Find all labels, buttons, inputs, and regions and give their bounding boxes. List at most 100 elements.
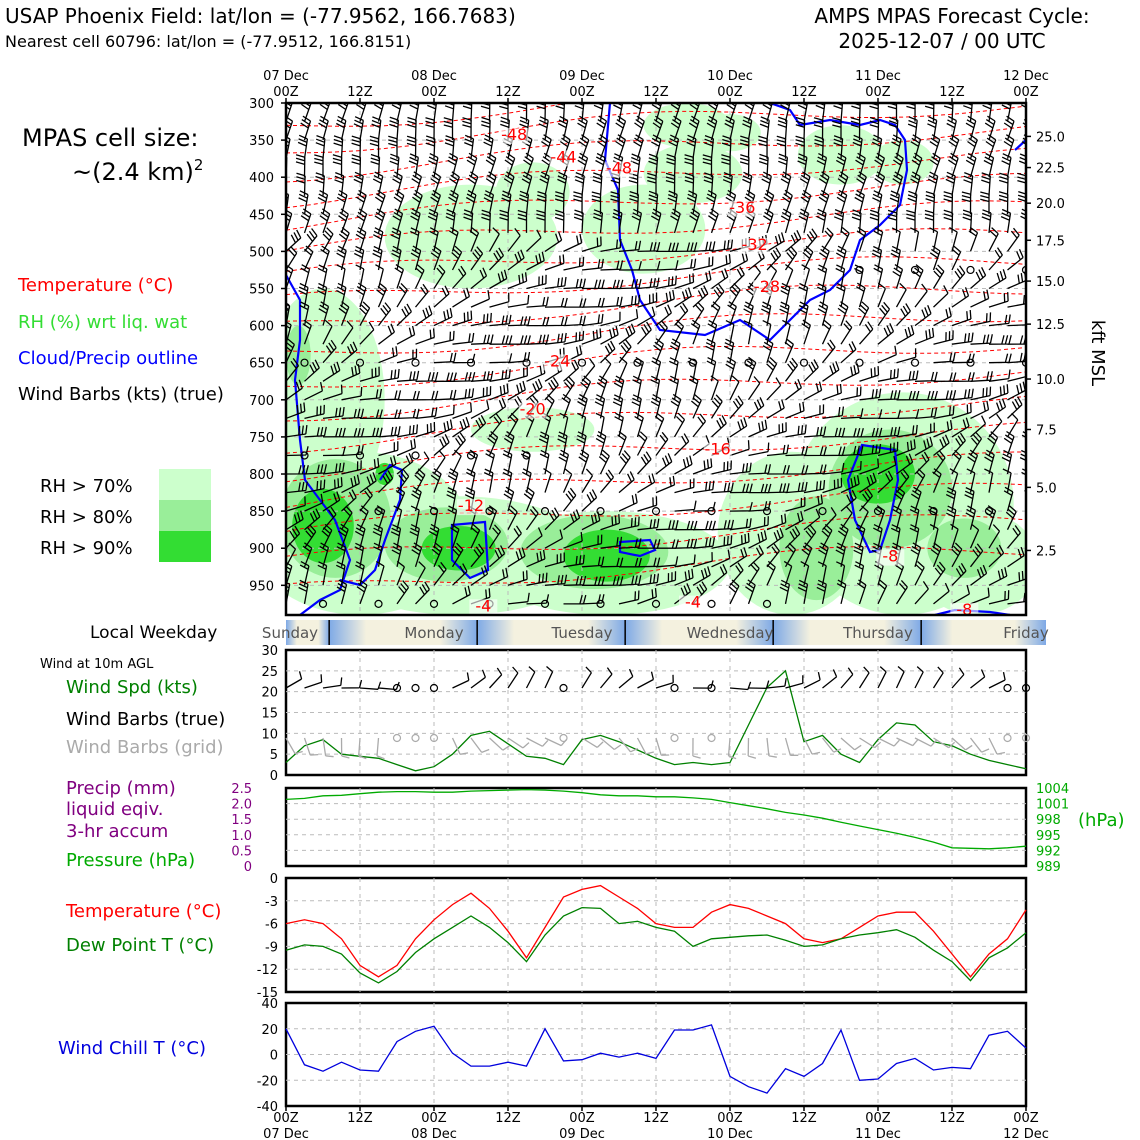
wind-barb <box>803 446 827 457</box>
wind-barb <box>803 426 827 438</box>
wind-barb <box>286 136 291 159</box>
surface-wind-barb-grid <box>470 737 490 754</box>
calm-wind-marker <box>429 599 439 608</box>
wind-barb <box>407 116 417 141</box>
wind-barb <box>748 464 772 475</box>
wind-barb <box>304 404 325 420</box>
wind-barb <box>563 315 586 327</box>
wind-barb <box>801 542 813 568</box>
wind-barb <box>1007 396 1023 419</box>
surface-wind-barb-grid <box>655 737 670 756</box>
pressure-tick-label: 1001 <box>1036 798 1069 813</box>
wind-barb <box>655 453 673 475</box>
wind-barb <box>563 233 583 252</box>
wind-barb <box>728 579 740 605</box>
wind-barb <box>430 245 442 271</box>
cycle-value: 2025-12-07 / 00 UTC <box>838 29 1045 53</box>
wind-barb <box>536 209 546 233</box>
wind-barb <box>855 523 866 549</box>
wind-barb <box>489 397 507 419</box>
wind-barb <box>739 154 750 178</box>
wind-barb <box>298 579 309 605</box>
weekday-cell <box>773 620 922 645</box>
wind-barb <box>895 469 910 493</box>
surface-wind-barb-grid <box>526 737 549 747</box>
time-tick-label: 09 Dec <box>559 69 605 84</box>
wind-barb <box>390 227 402 252</box>
wind-barb <box>544 254 565 271</box>
wind-barb <box>785 525 801 549</box>
wind-barb <box>316 282 328 308</box>
wind-barb <box>692 241 716 253</box>
wind-barb <box>507 366 528 382</box>
wind-barb <box>710 283 725 308</box>
wind-barb <box>322 506 337 531</box>
wind-barb <box>711 268 729 290</box>
wind-barb <box>711 519 735 531</box>
wind-barb <box>286 425 308 438</box>
calm-wind-marker <box>1021 733 1031 743</box>
wind-tick-label: 15 <box>261 707 278 722</box>
wind-barb <box>563 278 586 290</box>
wind-barb <box>378 455 397 475</box>
wind-barb <box>302 319 312 345</box>
wind-barb <box>378 346 398 364</box>
wind-barb <box>801 319 812 345</box>
time-tick-label: 12Z <box>939 85 965 100</box>
wind-barb <box>489 353 513 364</box>
wind-barb <box>780 208 792 234</box>
wind-barb <box>988 384 1009 401</box>
wind-barb <box>914 436 934 457</box>
wind-barb <box>619 103 620 104</box>
wind-barb <box>544 231 563 252</box>
wind-barb <box>783 560 793 586</box>
wind-barb <box>618 493 638 512</box>
kft-tick-label: 22.5 <box>1036 162 1065 177</box>
time-tick-label: 00Z <box>421 1111 447 1126</box>
wind-barb <box>563 330 585 345</box>
wind-barb <box>963 103 973 122</box>
surface-wind-barb-grid <box>636 737 654 755</box>
wind-barb <box>545 103 546 104</box>
wind-barb <box>450 523 460 549</box>
wind-barb <box>296 172 306 196</box>
wind-barb <box>581 313 604 327</box>
wind-barb <box>332 154 343 178</box>
wind-barb <box>877 345 897 364</box>
wind-barb <box>463 209 474 233</box>
surface-wind-barb-true <box>618 668 634 689</box>
pressure-tick-label: 450 <box>249 208 274 223</box>
wind-barb <box>356 208 368 234</box>
wind-barb <box>745 356 757 382</box>
wind-barb <box>722 171 733 196</box>
wind-barb <box>887 209 898 233</box>
wind-barb <box>1003 486 1014 512</box>
wind-barb <box>433 330 455 345</box>
calm-wind-marker <box>559 683 568 693</box>
cycle-label: AMPS MPAS Forecast Cycle: <box>814 4 1089 28</box>
wind-barb <box>286 481 308 494</box>
wind-barb <box>896 325 915 345</box>
weekday-cell <box>286 620 330 645</box>
wind-barb <box>970 267 987 289</box>
wind-barb <box>910 486 922 512</box>
wind-barb <box>711 482 734 494</box>
wind-barb <box>389 116 400 141</box>
rh-region <box>563 529 650 582</box>
wind-barb <box>470 400 490 419</box>
wind-barb <box>355 282 367 308</box>
wind-barb <box>525 506 539 531</box>
surface-wind-barb-grid <box>358 737 367 760</box>
wind-barb <box>336 115 347 141</box>
wind-barb <box>317 561 328 586</box>
wind-barb <box>988 590 1010 605</box>
wind-barb <box>656 242 679 253</box>
wind-barb <box>933 390 957 401</box>
kft-tick-label: 17.5 <box>1036 234 1065 249</box>
wind-barb <box>334 171 345 196</box>
wind-barb <box>836 282 846 308</box>
cloud-outline <box>618 538 657 558</box>
temperature-contour-label: -8 <box>882 547 898 566</box>
wind-barb <box>877 282 887 308</box>
wind-barb <box>489 335 513 345</box>
